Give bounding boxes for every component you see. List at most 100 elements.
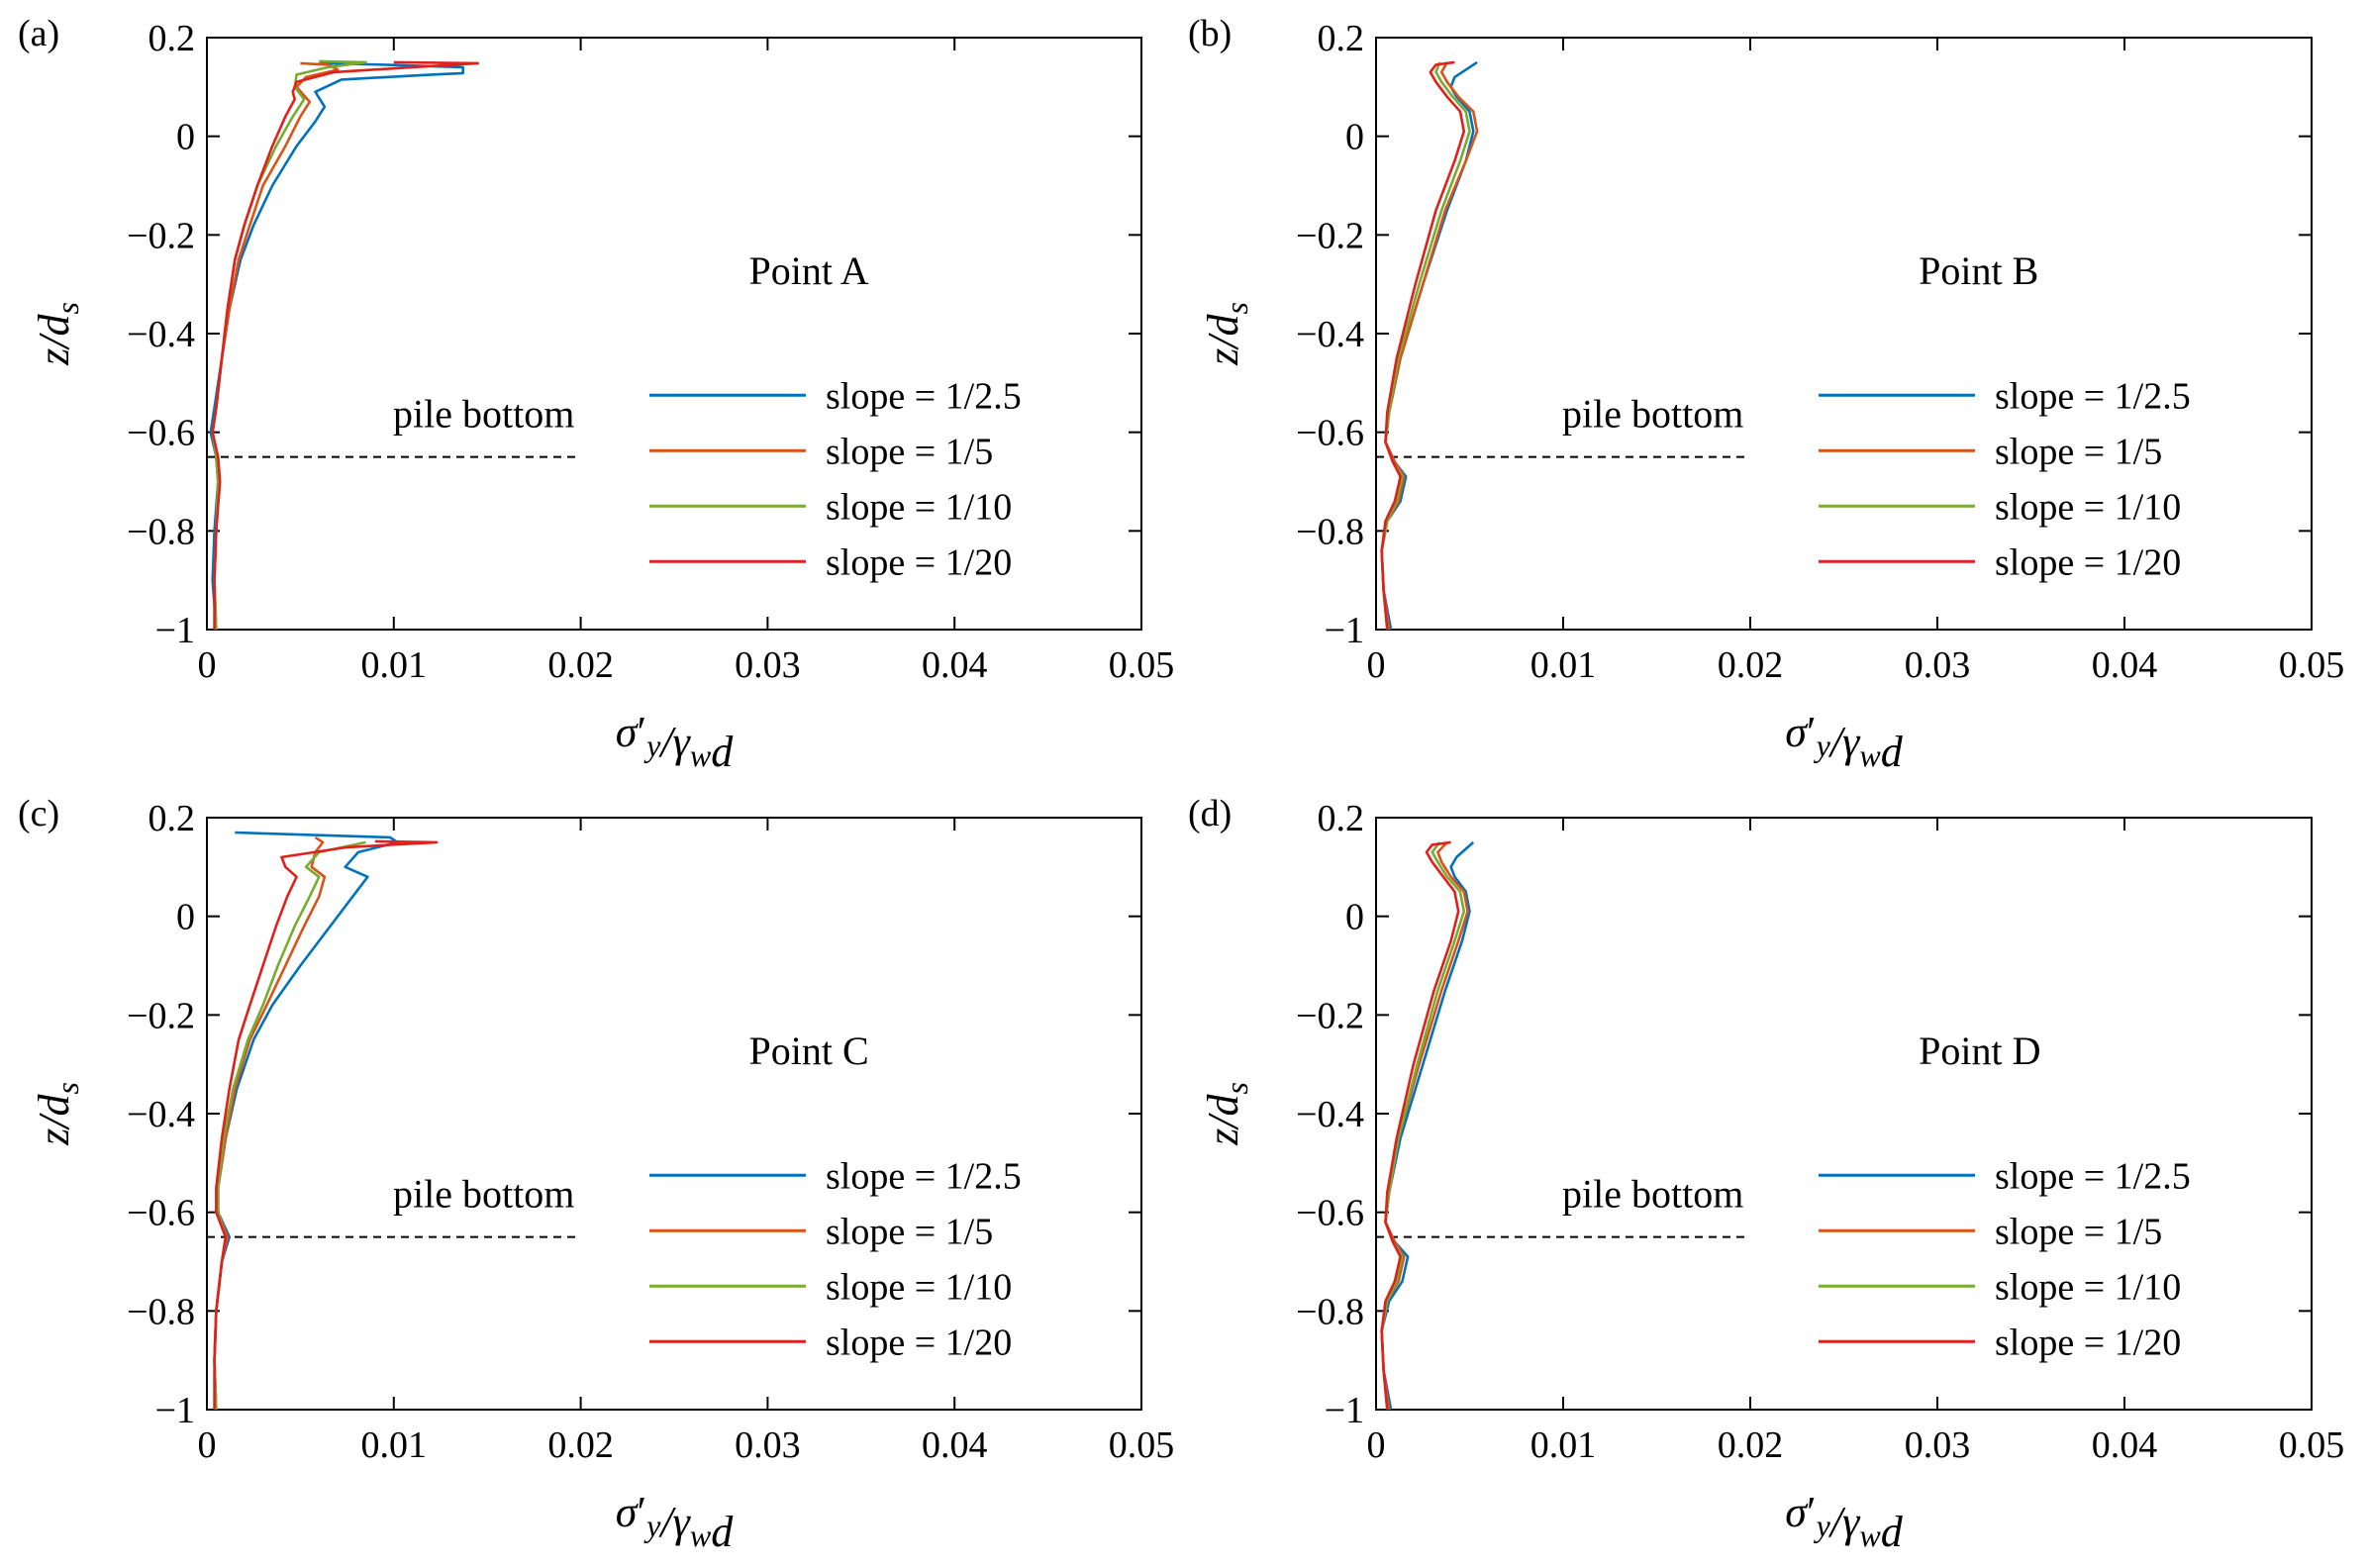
x-tick-label: 0.02: [547, 1424, 614, 1466]
legend-entry: slope = 1/5: [1995, 1211, 2162, 1252]
y-tick-label: −1: [155, 610, 195, 651]
x-tick-label: 0.04: [2092, 1424, 2158, 1466]
x-tick-label: 0.04: [922, 644, 988, 686]
legend-entry: slope = 1/2.5: [1995, 1155, 2191, 1197]
y-axis-label: z/ds: [1199, 302, 1254, 366]
chart-panel-1: 0 0.01 0.02 0.03 0.04 0.05 0.2 0 −0.2 −0.4 −0.6 −0.…: [18, 13, 1174, 776]
x-tick-label: 0: [1367, 644, 1386, 686]
legend-entry: slope = 1/5: [826, 1211, 993, 1252]
legend-entry: slope = 1/10: [1995, 1266, 2181, 1308]
x-tick-label: 0: [1367, 1424, 1386, 1466]
legend-entry: slope = 1/20: [1995, 541, 2181, 583]
legend-entry: slope = 1/2.5: [826, 1155, 1022, 1197]
y-tick-label: −0.6: [127, 1193, 195, 1234]
series-line-1: [1380, 60, 1478, 631]
legend-entry: slope = 1/20: [826, 1322, 1012, 1363]
x-tick-label: 0.04: [2092, 644, 2158, 686]
panel-label: (c): [18, 793, 59, 834]
series-line-4: [211, 60, 480, 630]
legend-entry: slope = 1/2.5: [826, 375, 1022, 417]
y-tick-label: −0.2: [127, 995, 195, 1036]
y-tick-label: −0.2: [1296, 215, 1364, 256]
y-tick-label: −0.4: [127, 314, 195, 355]
series-line-4: [1380, 60, 1466, 631]
y-axis-label: z/ds: [30, 1082, 85, 1146]
x-tick-label: 0.03: [1905, 1424, 1971, 1466]
x-tick-label: 0.01: [1530, 1424, 1597, 1466]
y-tick-label: 0.2: [1318, 798, 1365, 839]
point-annotation: Point D: [1919, 1029, 2040, 1073]
legend-entry: slope = 1/20: [1995, 1322, 2181, 1363]
chart-panel-4: 0 0.01 0.02 0.03 0.04 0.05 0.2 0 −0.2 −0.4 −0.6 −0.…: [1188, 793, 2344, 1556]
y-tick-label: 0: [176, 897, 195, 938]
x-tick-label: 0: [198, 644, 217, 686]
series-line-3: [1380, 841, 1466, 1411]
legend-entry: slope = 1/10: [826, 1266, 1012, 1308]
legend-entry: slope = 1/2.5: [1995, 375, 2191, 417]
series-line-4: [213, 839, 439, 1410]
y-tick-label: 0: [1345, 897, 1364, 938]
x-tick-label: 0.05: [2279, 644, 2345, 686]
y-tick-label: 0.2: [148, 798, 196, 839]
x-tick-label: 0.01: [361, 1424, 428, 1466]
y-tick-label: −0.8: [1296, 1291, 1364, 1332]
x-tick-label: 0.05: [1109, 644, 1175, 686]
y-tick-label: 0.2: [1318, 18, 1365, 59]
pile-bottom-label: pile bottom: [1562, 392, 1743, 437]
series-line-3: [1380, 61, 1471, 631]
panel-label: (d): [1188, 793, 1232, 834]
y-tick-label: −0.8: [1296, 511, 1364, 552]
x-tick-label: 0.04: [922, 1424, 988, 1466]
x-tick-label: 0.03: [735, 644, 801, 686]
series-line-1: [1380, 840, 1475, 1411]
y-tick-label: −0.6: [127, 413, 195, 454]
legend-entry: slope = 1/5: [1995, 431, 2162, 472]
legend-entry: slope = 1/10: [1995, 486, 2181, 528]
pile-bottom-label: pile bottom: [393, 392, 574, 437]
y-tick-label: 0: [176, 117, 195, 158]
x-tick-label: 0: [198, 1424, 217, 1466]
y-tick-label: −0.6: [1296, 413, 1364, 454]
y-tick-label: −0.4: [127, 1094, 195, 1135]
x-tick-label: 0.01: [1530, 644, 1597, 686]
x-tick-label: 0.03: [1905, 644, 1971, 686]
panel-label: (b): [1188, 13, 1232, 54]
y-tick-label: −0.2: [1296, 995, 1364, 1036]
y-tick-label: −0.4: [1296, 314, 1364, 355]
x-tick-label: 0.03: [735, 1424, 801, 1466]
point-annotation: Point B: [1919, 248, 2038, 293]
x-axis-label: σ′y/γwd: [616, 1488, 734, 1556]
x-tick-label: 0.02: [1718, 644, 1784, 686]
y-tick-label: −0.2: [127, 215, 195, 256]
legend-entry: slope = 1/5: [826, 431, 993, 472]
x-axis-label: σ′y/γwd: [616, 708, 734, 776]
panel-label: (a): [18, 13, 59, 54]
series-line-3: [211, 59, 367, 631]
pile-bottom-label: pile bottom: [1562, 1172, 1743, 1217]
x-tick-label: 0.01: [361, 644, 428, 686]
y-tick-label: −1: [1325, 1390, 1364, 1431]
y-tick-label: −0.8: [127, 1291, 195, 1332]
x-axis-label: σ′y/γwd: [1785, 1488, 1903, 1556]
series-line-4: [1380, 840, 1460, 1411]
y-tick-label: 0.2: [148, 18, 196, 59]
x-tick-label: 0.05: [1109, 1424, 1175, 1466]
point-annotation: Point C: [749, 1029, 869, 1073]
y-tick-label: −0.8: [127, 511, 195, 552]
x-axis-label: σ′y/γwd: [1785, 708, 1903, 776]
y-tick-label: −0.6: [1296, 1193, 1364, 1234]
series-line-3: [213, 840, 366, 1411]
series-line-2: [1380, 61, 1479, 631]
x-tick-label: 0.02: [1718, 1424, 1784, 1466]
y-tick-label: −1: [1325, 610, 1364, 651]
series-line-1: [209, 61, 464, 631]
legend-entry: slope = 1/10: [826, 486, 1012, 528]
x-tick-label: 0.02: [547, 644, 614, 686]
chart-panel-2: 0 0.01 0.02 0.03 0.04 0.05 0.2 0 −0.2 −0.4 −0.6 −0.…: [1188, 13, 2344, 776]
y-tick-label: −1: [155, 1390, 195, 1431]
series-line-2: [213, 835, 327, 1411]
chart-panel-3: 0 0.01 0.02 0.03 0.04 0.05 0.2 0 −0.2 −0.4 −0.6 −0.…: [18, 793, 1174, 1556]
y-tick-label: −0.4: [1296, 1094, 1364, 1135]
y-axis-label: z/ds: [30, 302, 85, 366]
